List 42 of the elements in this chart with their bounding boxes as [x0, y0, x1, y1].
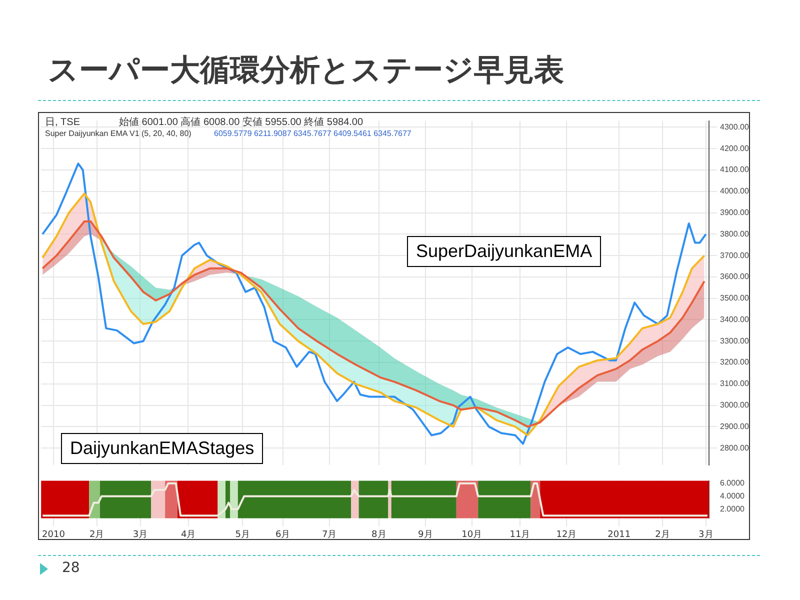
x-tick-label: 2月	[90, 530, 104, 540]
y-tick-label: 3800.00	[720, 229, 750, 238]
chart-title: スーパー大循環分析とステージ早見表	[48, 52, 564, 90]
x-tick-label: 2月	[655, 530, 670, 540]
text: 28	[62, 560, 80, 576]
x-tick-label: 3月	[698, 530, 714, 540]
y-tick-label: 3500.00	[720, 294, 750, 303]
y-tick-label: 4300.00	[720, 122, 750, 132]
y-tick-label: 3700.00	[720, 250, 750, 260]
x-tick-label: 6月	[275, 530, 290, 540]
y-tick-label: 4200.00	[720, 144, 750, 153]
y-tick-label: 3100.00	[720, 379, 750, 388]
y-tick-label: 2.0000	[720, 504, 746, 514]
y-tick-label: 3000.00	[720, 400, 750, 410]
y-tick-label: 4000.00	[720, 186, 750, 196]
y-tick-label: 3200.00	[720, 358, 750, 367]
annotation: 日, TSE	[45, 116, 80, 129]
annotation: DaijyunkanEMAStages	[61, 433, 264, 464]
x-tick-label: 3月	[132, 530, 148, 540]
y-tick-label: 3400.00	[720, 314, 750, 324]
annotation: 始値 6001.00 高値 6008.00 安値 5955.00 終値 5984.00	[119, 116, 364, 129]
y-tick-label: 3900.00	[720, 208, 750, 217]
annotation: SuperDaijyunkanEMA	[407, 236, 602, 267]
x-tick-label: 10月	[462, 530, 482, 540]
y-tick-label: 3300.00	[720, 336, 750, 346]
x-tick-label: 2010	[42, 530, 66, 540]
x-tick-label: 4月	[180, 530, 196, 540]
y-tick-label: 4.0000	[720, 491, 746, 500]
x-tick-label: 12月	[556, 530, 577, 540]
y-tick-label: 3600.00	[720, 272, 750, 282]
annotation: 6059.5779 6211.9087 6345.7677 6409.5461 6345.7677	[214, 129, 412, 138]
x-tick-label: 5月	[235, 530, 250, 540]
y-tick-label: 2800.00	[720, 443, 750, 452]
x-tick-label: 9月	[418, 530, 433, 540]
x-tick-label: 7月	[322, 530, 337, 540]
x-tick-label: 2011	[608, 530, 631, 540]
y-tick-label: 2900.00	[720, 422, 750, 431]
y-tick-label: 4100.00	[720, 165, 750, 174]
y-tick-label: 6.0000	[720, 478, 746, 488]
x-tick-label: 8月	[372, 530, 386, 540]
x-tick-label: 11月	[510, 530, 530, 540]
annotation: Super Daijyunkan EMA V1 (5, 20, 40, 80)	[45, 129, 192, 138]
